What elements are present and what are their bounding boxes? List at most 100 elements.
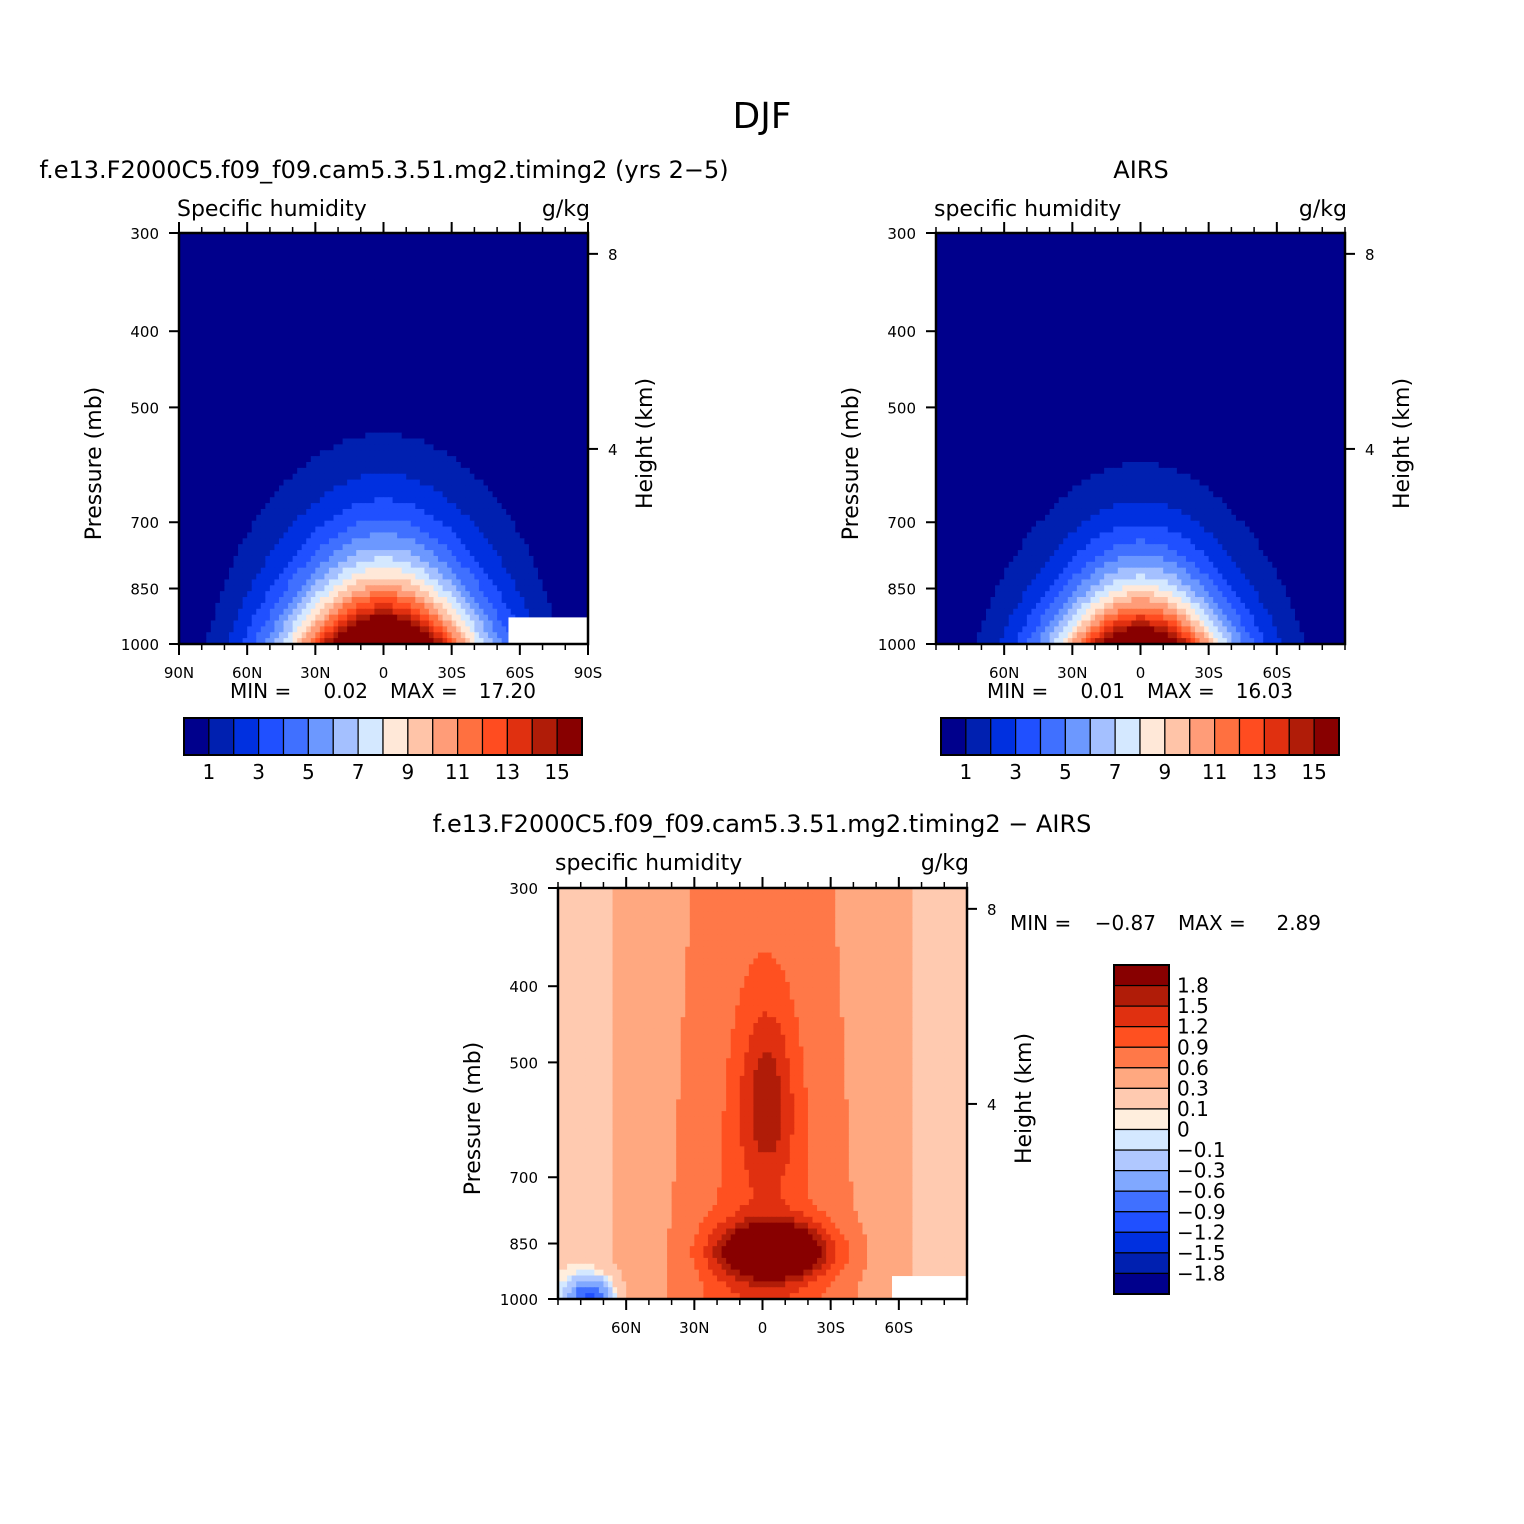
field-cell bbox=[347, 285, 353, 293]
field-cell bbox=[274, 303, 280, 310]
field-cell bbox=[469, 274, 475, 281]
field-cell bbox=[401, 544, 407, 551]
field-cell bbox=[369, 303, 376, 310]
field-cell bbox=[319, 315, 326, 322]
field-cell bbox=[424, 467, 430, 475]
field-cell bbox=[328, 350, 335, 357]
field-cell bbox=[551, 338, 557, 346]
field-cell bbox=[578, 409, 585, 416]
field-cell bbox=[456, 538, 462, 545]
field-cell bbox=[401, 332, 407, 340]
field-cell bbox=[292, 321, 298, 328]
field-cell bbox=[228, 285, 235, 293]
field-cell bbox=[260, 426, 266, 434]
field-cell bbox=[351, 520, 357, 528]
field-cell bbox=[424, 233, 430, 240]
field-cell bbox=[428, 479, 435, 487]
field-cell bbox=[265, 503, 271, 510]
field-cell bbox=[388, 508, 394, 516]
field-cell bbox=[556, 238, 562, 246]
field-cell bbox=[201, 420, 207, 428]
field-cell bbox=[269, 473, 276, 481]
field-cell bbox=[238, 373, 244, 381]
field-cell bbox=[192, 415, 198, 422]
field-cell bbox=[224, 291, 230, 299]
field-cell bbox=[442, 379, 448, 387]
field-cell bbox=[378, 473, 385, 481]
field-cell bbox=[374, 514, 380, 522]
field-cell bbox=[188, 426, 194, 434]
field-cell bbox=[238, 461, 244, 469]
field-cell bbox=[415, 291, 421, 299]
field-cell bbox=[456, 432, 462, 440]
field-cell bbox=[247, 356, 253, 363]
field-cell bbox=[556, 526, 562, 534]
field-cell bbox=[192, 391, 198, 398]
field-cell bbox=[260, 450, 266, 457]
field-cell bbox=[310, 456, 316, 463]
field-cell bbox=[406, 344, 412, 352]
field-cell bbox=[419, 379, 425, 387]
field-cell bbox=[292, 297, 298, 305]
field-cell bbox=[315, 385, 321, 393]
field-cell bbox=[351, 303, 357, 310]
field-cell bbox=[583, 256, 588, 263]
field-cell bbox=[474, 403, 480, 410]
field-cell bbox=[465, 397, 471, 404]
field-cell bbox=[560, 233, 566, 240]
field-cell bbox=[369, 344, 376, 352]
field-cell bbox=[179, 415, 185, 422]
field-cell bbox=[247, 262, 253, 269]
field-cell bbox=[483, 385, 489, 393]
field-cell bbox=[256, 544, 262, 551]
field-cell bbox=[278, 491, 285, 498]
field-cell bbox=[347, 256, 353, 263]
field-cell bbox=[506, 397, 512, 404]
field-cell bbox=[524, 332, 530, 340]
field-cell bbox=[528, 503, 535, 510]
field-cell bbox=[315, 555, 321, 563]
field-cell bbox=[551, 385, 557, 393]
field-cell bbox=[397, 250, 403, 258]
field-cell bbox=[469, 332, 475, 340]
field-cell bbox=[328, 426, 335, 434]
field-cell bbox=[197, 538, 203, 545]
field-cell bbox=[560, 309, 566, 316]
field-cell bbox=[238, 444, 244, 451]
field-cell bbox=[519, 238, 525, 246]
field-cell bbox=[401, 503, 407, 510]
field-cell bbox=[488, 432, 494, 440]
field-cell bbox=[233, 244, 239, 252]
field-cell bbox=[492, 297, 498, 305]
field-cell bbox=[583, 379, 588, 387]
field-cell bbox=[183, 550, 189, 557]
field-cell bbox=[260, 544, 266, 551]
field-cell bbox=[283, 385, 289, 393]
field-cell bbox=[442, 279, 448, 287]
field-cell bbox=[497, 514, 503, 522]
field-cell bbox=[474, 238, 480, 246]
field-cell bbox=[338, 309, 344, 316]
field-cell bbox=[278, 485, 285, 492]
field-cell bbox=[401, 538, 407, 545]
field-cell bbox=[388, 550, 394, 557]
field-cell bbox=[515, 520, 521, 528]
field-cell bbox=[192, 297, 198, 305]
field-cell bbox=[501, 385, 507, 393]
field-cell bbox=[201, 309, 207, 316]
field-cell bbox=[219, 491, 226, 498]
field-cell bbox=[460, 321, 466, 328]
field-cell bbox=[551, 391, 557, 398]
field-cell bbox=[260, 315, 266, 322]
field-cell bbox=[301, 373, 307, 381]
field-cell bbox=[333, 526, 339, 534]
field-cell bbox=[528, 362, 535, 369]
field-cell bbox=[201, 526, 207, 534]
field-cell bbox=[547, 332, 553, 340]
field-cell bbox=[578, 315, 585, 322]
field-cell bbox=[383, 467, 389, 475]
field-cell bbox=[415, 485, 421, 492]
field-cell bbox=[310, 426, 316, 434]
field-cell bbox=[578, 326, 585, 334]
field-cell bbox=[538, 238, 544, 246]
